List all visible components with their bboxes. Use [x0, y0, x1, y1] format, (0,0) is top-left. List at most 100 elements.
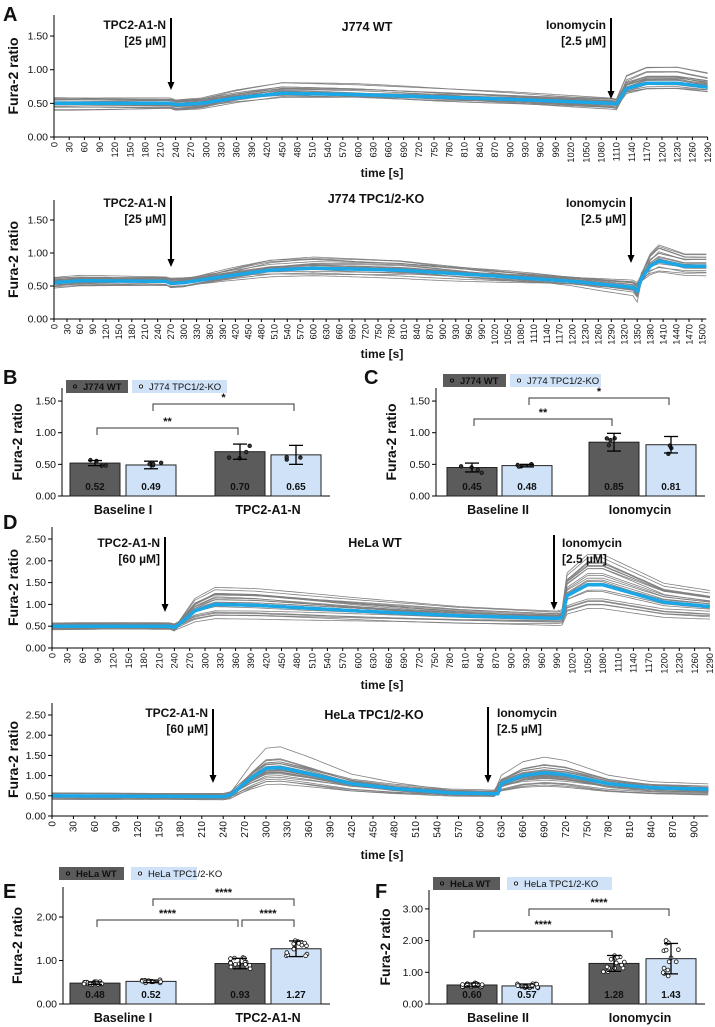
data-point: [158, 460, 164, 466]
data-point: [608, 437, 613, 443]
x-tick-label: 810: [460, 142, 470, 158]
x-tick-label: 180: [139, 653, 149, 669]
x-tick-label: 360: [205, 324, 215, 340]
y-tick-label: 2.00: [26, 555, 47, 567]
x-tick-label: 960: [537, 653, 547, 669]
data-point: [232, 962, 238, 967]
category-label: Ionomycin: [609, 503, 672, 517]
x-tick-label: 120: [133, 821, 144, 838]
bar-value-label: 0.85: [604, 482, 624, 493]
x-tick-label: 210: [154, 653, 164, 669]
data-point: [665, 967, 671, 973]
x-tick-label: 0: [47, 821, 58, 827]
category-label: Baseline II: [467, 503, 529, 517]
annotation-label: Ionomycin: [546, 18, 606, 32]
significance-bracket: [241, 919, 295, 927]
x-tick-label: 690: [399, 653, 409, 669]
data-point: [228, 956, 233, 961]
annotation-label: [60 µM]: [166, 722, 208, 736]
x-tick-label: 390: [246, 653, 256, 669]
y-tick-label: 0.00: [26, 811, 47, 823]
x-tick-label: 510: [307, 653, 317, 669]
data-point: [150, 461, 156, 467]
legend-label: J774 WT: [460, 376, 499, 387]
data-point: [303, 953, 308, 959]
x-tick-label: 270: [166, 324, 176, 340]
legend-item: J774 TPC1/2-KO: [132, 380, 227, 393]
significance-bracket: [152, 403, 295, 411]
cell-trace-line: [52, 557, 710, 628]
arrow-head-icon: [161, 604, 169, 612]
legend-swatch: [507, 877, 612, 890]
y-tick-label: 1.00: [28, 64, 49, 76]
bar-value-label: 1.43: [661, 990, 681, 1001]
bar: [214, 963, 266, 1005]
x-tick-label: 1020: [568, 653, 578, 674]
x-tick-label: 930: [522, 653, 532, 669]
panel-D2: 0.00 0.50 1.00 1.50 2.00 2.50 0 30 60 90 120 150 180…: [5, 703, 709, 862]
significance-stars: *: [221, 392, 226, 404]
cell-trace-line: [53, 252, 707, 295]
y-tick-label: 1.00: [36, 427, 57, 439]
x-tick-label: 540: [283, 324, 293, 340]
significance-bracket: [473, 930, 613, 938]
x-tick-label: 420: [231, 324, 241, 340]
category-label: Baseline I: [94, 1011, 152, 1025]
x-tick-label: 960: [536, 142, 546, 158]
y-tick-label: 1.00: [26, 599, 47, 611]
y-tick-label: 1.00: [37, 955, 58, 967]
x-tick-label: 300: [261, 821, 272, 838]
category-label: TPC2-A1-N: [235, 503, 300, 517]
significance-stars: ****: [215, 887, 233, 899]
x-tick-label: 870: [668, 821, 679, 838]
x-tick-label: 1050: [503, 324, 513, 345]
x-tick-label: 1110: [612, 142, 622, 161]
legend-swatch: [433, 877, 500, 890]
x-tick-label: 1230: [675, 653, 685, 674]
cell-trace-line: [53, 257, 707, 290]
y-tick-label: 2.00: [26, 730, 47, 742]
y-tick-label: 1.00: [410, 427, 431, 439]
annotation-label: TPC2-A1-N: [103, 196, 166, 210]
x-tick-label: 120: [109, 653, 119, 669]
x-tick-label: 780: [604, 821, 615, 838]
x-tick-label: 1170: [642, 142, 652, 162]
x-tick-label: 1410: [658, 324, 668, 345]
x-tick-label: 600: [353, 653, 363, 669]
x-tick-label: 1470: [684, 324, 694, 345]
x-tick-label: 510: [270, 324, 280, 340]
significance-bracket: [528, 908, 670, 916]
panel-label: B: [3, 367, 17, 389]
legend-marker-icon: [449, 378, 454, 383]
x-tick-label: 750: [429, 142, 439, 158]
x-tick-label: 390: [326, 821, 337, 838]
data-point: [622, 959, 627, 965]
data-point: [479, 470, 484, 475]
x-tick-label: 660: [518, 821, 529, 838]
x-tick-label: 300: [179, 324, 189, 340]
x-tick-label: 0: [49, 142, 59, 147]
panel-E: E 0.00 1.00 2.00 Fura-2 ratio Baseline I TPC2-…: [3, 867, 330, 1025]
x-tick-label: 720: [561, 821, 572, 838]
annotation-label: TPC2-A1-N: [103, 18, 166, 32]
legend-swatch: [510, 374, 601, 387]
x-tick-label: 540: [433, 821, 444, 838]
panel-F: F 0.00 1.00 2.00 3.00 Fura-2 ratio Baseline II…: [375, 877, 705, 1025]
x-tick-label: 270: [186, 142, 196, 158]
mean-trace-line: [52, 765, 709, 799]
x-tick-label: 1230: [673, 142, 683, 163]
x-tick-label: 1290: [705, 653, 715, 674]
legend-marker-icon: [66, 871, 71, 876]
legend-item: HeLa WT: [433, 877, 500, 890]
data-point: [676, 947, 681, 952]
y-tick-label: 0.50: [410, 459, 431, 471]
x-tick-label: 1350: [633, 324, 643, 345]
category-label: Baseline I: [94, 503, 152, 517]
x-tick-label: 1110: [529, 324, 539, 343]
x-tick-label: 30: [69, 821, 80, 833]
x-tick-label: 810: [399, 324, 409, 340]
x-tick-label: 1020: [566, 142, 576, 163]
x-tick-label: 450: [244, 324, 254, 340]
bar-value-label: 1.28: [604, 990, 624, 1001]
annotation-label: [2.5 µM]: [581, 212, 626, 226]
